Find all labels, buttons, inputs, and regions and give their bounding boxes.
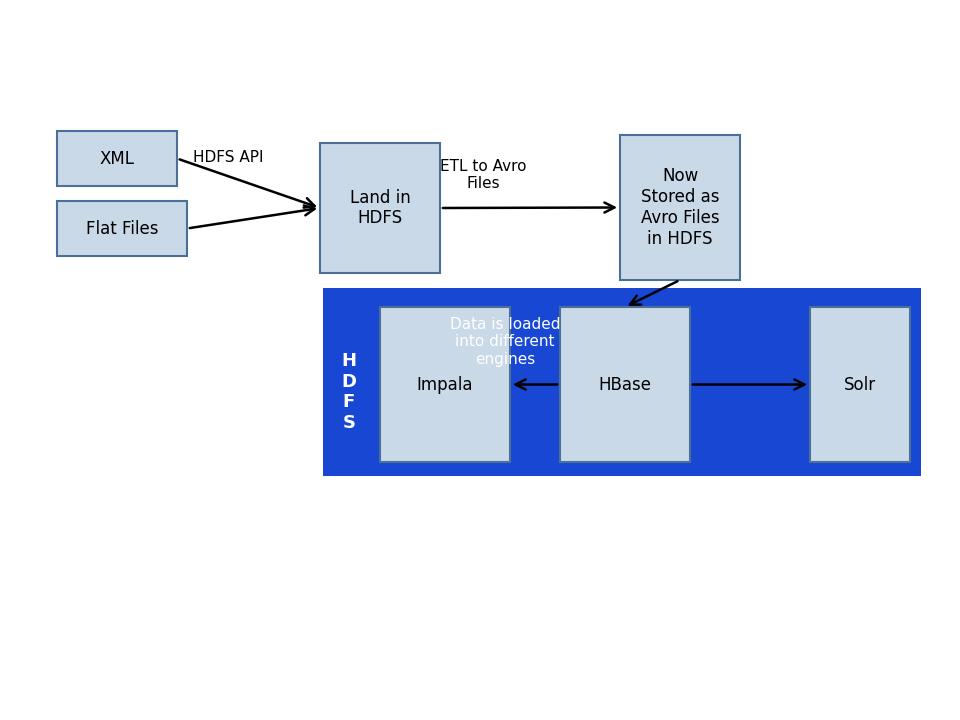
Text: Solr: Solr [844, 376, 876, 394]
Text: HBase: HBase [598, 376, 652, 394]
Bar [57, 201, 187, 256]
Text: Impala: Impala [417, 376, 473, 394]
Text: H
D
F
S: H D F S [342, 352, 356, 432]
Text: Flat Files: Flat Files [85, 220, 158, 238]
Text: Land in
HDFS: Land in HDFS [349, 189, 410, 228]
Bar [380, 307, 510, 462]
Bar [810, 307, 910, 462]
Text: Now
Stored as
Avro Files
in HDFS: Now Stored as Avro Files in HDFS [640, 167, 719, 248]
Bar [320, 143, 440, 273]
Bar [323, 288, 921, 476]
Text: XML: XML [100, 150, 134, 168]
Text: ETL to Avro
Files: ETL to Avro Files [440, 159, 526, 192]
Bar [57, 131, 177, 186]
Text: HDFS API: HDFS API [193, 150, 263, 166]
Text: Data is loaded
into different
engines: Data is loaded into different engines [449, 317, 561, 367]
Bar [560, 307, 690, 462]
Bar [620, 135, 740, 280]
